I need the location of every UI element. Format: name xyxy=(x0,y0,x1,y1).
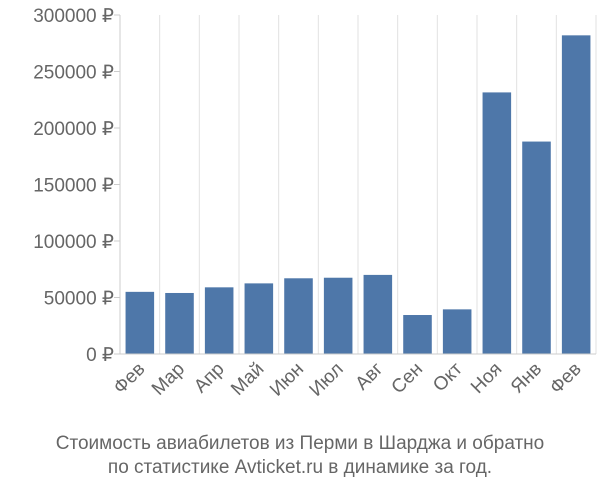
y-tick-label: 50000 ₽ xyxy=(44,289,114,310)
caption-line-1: Стоимость авиабилетов из Перми в Шарджа … xyxy=(55,433,545,454)
x-tick-label: Июн xyxy=(266,359,308,401)
bar xyxy=(403,315,432,354)
x-tick-label: Окт xyxy=(429,358,467,396)
x-tick-label: Фев xyxy=(110,359,150,399)
x-tick-label: Мар xyxy=(148,359,189,400)
bar-layer xyxy=(125,35,591,355)
bar xyxy=(165,292,194,354)
y-tick-label: 0 ₽ xyxy=(86,345,114,366)
bar xyxy=(442,309,472,354)
bar xyxy=(561,35,591,355)
y-tick-label: 200000 ₽ xyxy=(33,119,114,140)
x-tick-label: Янв xyxy=(507,359,546,398)
bar xyxy=(482,92,512,354)
bar xyxy=(363,274,393,354)
x-tick-label: Ноя xyxy=(467,359,506,398)
x-tick-label: Май xyxy=(227,359,268,400)
caption-line-2: по статистике Avticket.ru в динамике за … xyxy=(107,457,493,478)
y-tick-label: 300000 ₽ xyxy=(33,6,114,27)
y-tick-label: 150000 ₽ xyxy=(33,176,114,197)
x-tick-label: Июл xyxy=(306,359,348,401)
x-tick-label: Апр xyxy=(190,359,229,398)
y-tick-labels: 0 ₽ 50000 ₽ 100000 ₽ 150000 ₽ 200000 ₽ 250000… xyxy=(33,6,114,366)
bar xyxy=(244,283,274,354)
x-tick-label: Сен xyxy=(388,359,427,398)
bar xyxy=(522,141,551,354)
chart-caption: Стоимость авиабилетов из Перми в Шарджа … xyxy=(0,432,600,480)
bar xyxy=(204,287,234,354)
x-tick-label: Фев xyxy=(546,359,586,399)
bar xyxy=(284,278,313,354)
grid-layer xyxy=(119,15,597,354)
axis-layer xyxy=(114,14,596,355)
x-tick-label: Авг xyxy=(352,359,388,395)
y-tick-label: 250000 ₽ xyxy=(33,63,114,84)
y-tick-label: 100000 ₽ xyxy=(33,232,114,253)
bar xyxy=(125,291,155,354)
bar xyxy=(323,277,353,354)
